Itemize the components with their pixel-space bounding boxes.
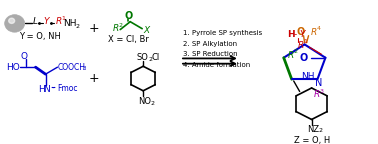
Circle shape bbox=[9, 18, 15, 23]
Text: NH: NH bbox=[64, 19, 77, 28]
Text: 2: 2 bbox=[148, 57, 152, 62]
Text: H: H bbox=[288, 31, 295, 39]
Text: Cl: Cl bbox=[151, 53, 160, 62]
Text: O: O bbox=[20, 52, 27, 61]
Text: NO: NO bbox=[138, 97, 151, 106]
Text: R: R bbox=[311, 28, 317, 37]
Text: R: R bbox=[56, 17, 62, 26]
Text: Fmoc: Fmoc bbox=[57, 84, 78, 93]
Text: L: L bbox=[33, 17, 37, 26]
Text: +: + bbox=[89, 22, 100, 35]
Text: X = Cl, Br: X = Cl, Br bbox=[108, 35, 149, 44]
Text: R: R bbox=[288, 51, 294, 60]
Text: O: O bbox=[296, 27, 305, 37]
Text: 2: 2 bbox=[76, 24, 79, 29]
Text: 2: 2 bbox=[319, 128, 322, 133]
Text: N: N bbox=[43, 85, 50, 94]
Text: Y = O, NH: Y = O, NH bbox=[19, 32, 60, 41]
Text: 3: 3 bbox=[82, 66, 86, 71]
Text: X: X bbox=[143, 26, 149, 35]
Text: +: + bbox=[89, 72, 100, 85]
Text: 1: 1 bbox=[304, 39, 307, 44]
Text: Y: Y bbox=[299, 31, 305, 39]
Text: SO: SO bbox=[136, 53, 148, 62]
Text: -: - bbox=[294, 31, 297, 39]
Text: 2: 2 bbox=[150, 101, 154, 106]
Text: 1. Pyrrole SP synthesis: 1. Pyrrole SP synthesis bbox=[183, 30, 262, 36]
Text: Y: Y bbox=[43, 17, 49, 26]
Text: R: R bbox=[297, 41, 304, 50]
Text: 4. Amide formation: 4. Amide formation bbox=[183, 61, 250, 68]
Text: COOCH: COOCH bbox=[57, 63, 85, 72]
Text: Z = O, H: Z = O, H bbox=[294, 136, 330, 144]
Text: NH: NH bbox=[302, 72, 315, 81]
Text: 3: 3 bbox=[319, 89, 324, 94]
Text: NZ: NZ bbox=[307, 125, 319, 134]
Text: 2: 2 bbox=[118, 23, 122, 28]
Text: O: O bbox=[124, 11, 132, 21]
Text: N: N bbox=[315, 78, 322, 88]
Text: 2. SP Alkylation: 2. SP Alkylation bbox=[183, 41, 237, 47]
Text: H: H bbox=[39, 85, 45, 94]
Text: 3. SP Reduction: 3. SP Reduction bbox=[183, 51, 238, 57]
Circle shape bbox=[5, 15, 25, 32]
Text: 1: 1 bbox=[62, 16, 65, 21]
Text: O: O bbox=[299, 53, 308, 63]
Text: 2: 2 bbox=[294, 49, 298, 54]
Text: R: R bbox=[313, 90, 320, 100]
Text: 4: 4 bbox=[316, 26, 321, 31]
Text: HO: HO bbox=[6, 63, 19, 72]
Text: R: R bbox=[112, 24, 119, 33]
